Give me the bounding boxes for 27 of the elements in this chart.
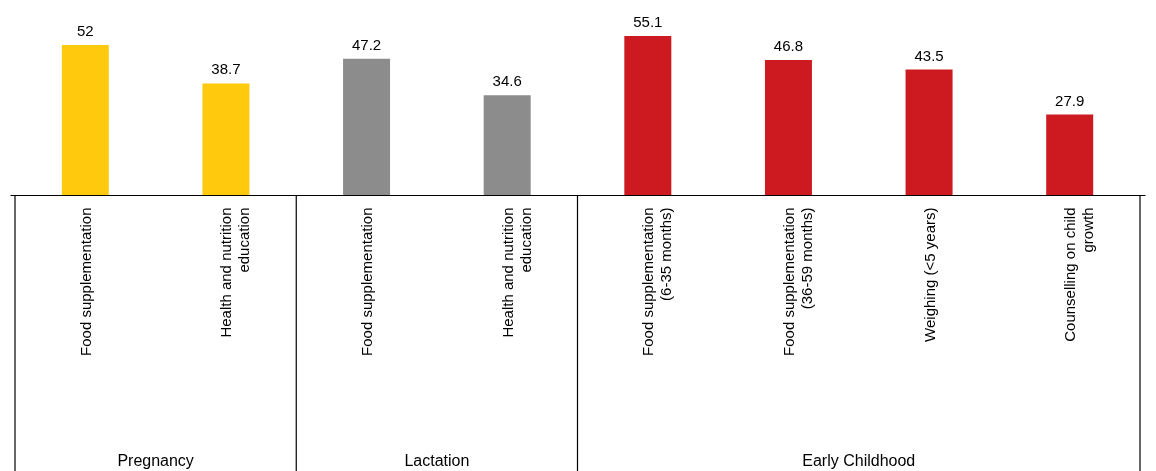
- x-tick-label: Health and nutrition education: [498, 207, 534, 338]
- x-tick-label: Weighing (<5 years): [920, 207, 938, 342]
- text: Lactation: [404, 452, 470, 469]
- bar: [202, 83, 250, 195]
- bar: [905, 69, 953, 195]
- data-label: 47.2: [351, 35, 382, 53]
- x-tick-label: Food supplementation (6-35 months): [639, 207, 675, 356]
- text: Early Childhood: [802, 452, 916, 469]
- x-tick-label: Food supplementation: [76, 207, 94, 356]
- data-label: 46.8: [773, 37, 804, 55]
- data-label: 43.5: [914, 46, 944, 64]
- data-label: 27.9: [1055, 91, 1085, 109]
- x-tick-label: Food supplementation (36-59 months): [779, 207, 815, 356]
- x-tick-label: Health and nutrition education: [217, 207, 253, 338]
- bar: [624, 36, 672, 195]
- bar: [61, 45, 109, 195]
- bar: [343, 58, 391, 195]
- x-tick-label: Counselling on child growth: [1061, 207, 1097, 342]
- data-label: 34.6: [492, 72, 522, 90]
- x-tick-label: Food supplementation: [358, 207, 376, 356]
- text: Pregnancy: [117, 452, 194, 469]
- bar: [483, 95, 531, 195]
- bar: [764, 60, 812, 195]
- data-label: 52: [76, 22, 94, 40]
- data-label: 38.7: [211, 60, 241, 78]
- data-label: 55.1: [633, 13, 663, 31]
- bar: [1046, 114, 1094, 195]
